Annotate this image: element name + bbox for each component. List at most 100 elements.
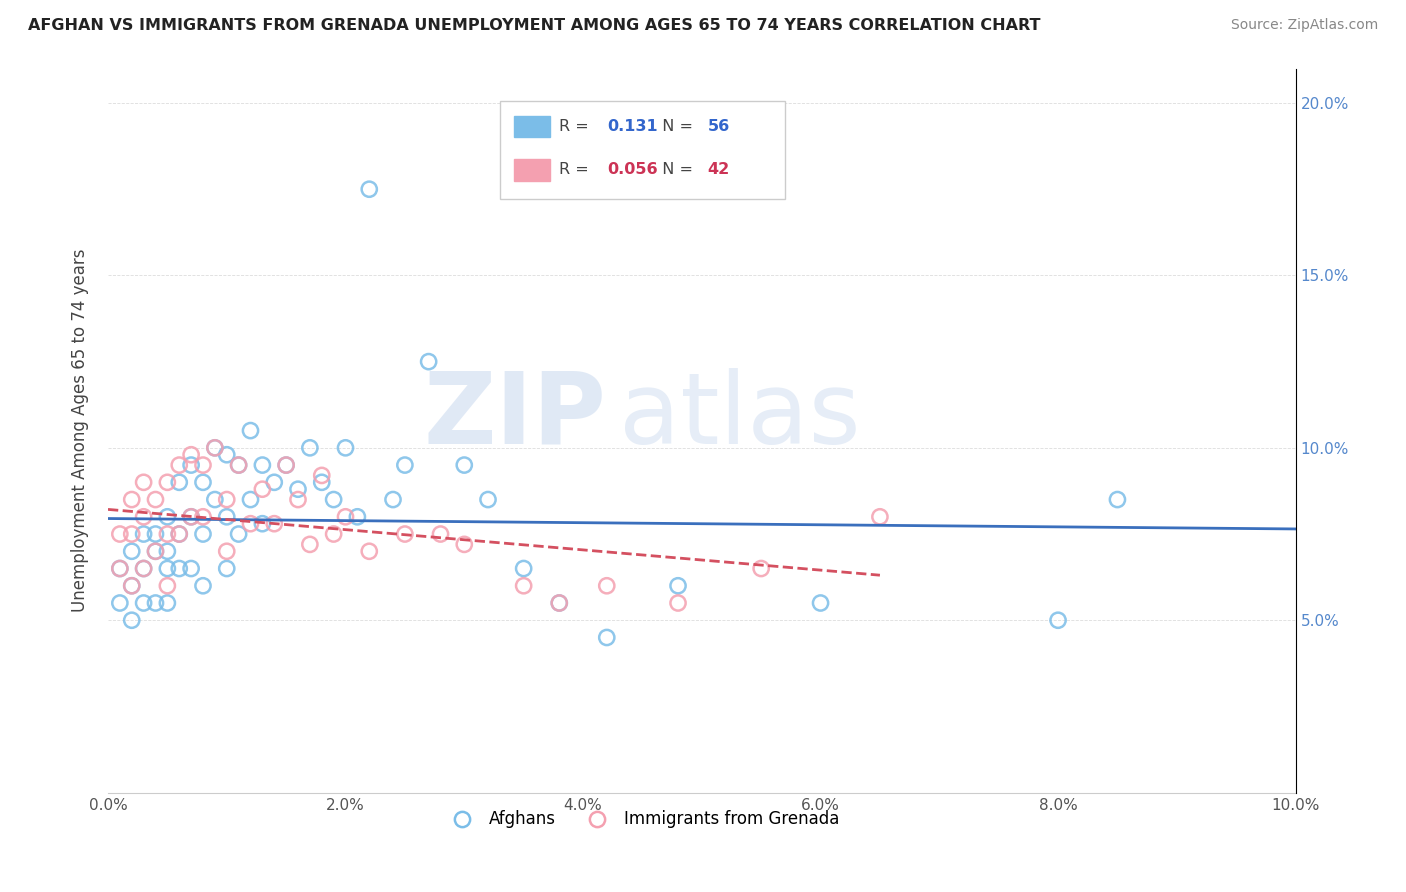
Point <box>596 579 619 593</box>
Text: 0.056: 0.056 <box>607 162 658 178</box>
Point <box>215 492 238 507</box>
Point <box>204 441 226 455</box>
Point <box>156 596 179 610</box>
Point <box>204 492 226 507</box>
Point <box>108 596 131 610</box>
Point <box>204 441 226 455</box>
Point <box>108 561 131 575</box>
Point <box>132 561 155 575</box>
Legend: Afghans, Immigrants from Grenada: Afghans, Immigrants from Grenada <box>439 804 846 835</box>
Point <box>121 579 143 593</box>
Text: R =: R = <box>560 162 595 178</box>
Point <box>418 354 440 368</box>
Point <box>276 458 298 472</box>
Point <box>191 458 214 472</box>
Point <box>191 579 214 593</box>
Point <box>228 527 250 541</box>
Point <box>512 561 534 575</box>
Point <box>1107 492 1129 507</box>
Point <box>156 544 179 558</box>
Point <box>215 561 238 575</box>
Point <box>596 631 619 645</box>
Point <box>145 544 167 558</box>
Point <box>156 475 179 490</box>
Text: 0.131: 0.131 <box>607 119 658 134</box>
Point <box>869 509 891 524</box>
Text: N =: N = <box>652 119 697 134</box>
Point <box>121 527 143 541</box>
Point <box>1047 613 1070 627</box>
Point <box>167 527 190 541</box>
Point <box>228 458 250 472</box>
Point <box>156 527 179 541</box>
Point <box>215 509 238 524</box>
Point <box>215 448 238 462</box>
Text: 42: 42 <box>707 162 730 178</box>
Point <box>666 579 689 593</box>
Point <box>359 544 381 558</box>
Point <box>156 579 179 593</box>
Point <box>311 468 333 483</box>
Point <box>252 458 274 472</box>
Point <box>335 441 357 455</box>
Point <box>382 492 405 507</box>
Point <box>548 596 571 610</box>
Point <box>108 561 131 575</box>
Point <box>749 561 772 575</box>
Point <box>121 492 143 507</box>
Point <box>287 492 309 507</box>
Point <box>145 544 167 558</box>
Point <box>252 516 274 531</box>
Point <box>228 458 250 472</box>
Point <box>346 509 368 524</box>
Text: atlas: atlas <box>619 368 860 465</box>
Point <box>121 544 143 558</box>
Point <box>121 579 143 593</box>
Point <box>512 579 534 593</box>
Text: ZIP: ZIP <box>423 368 607 465</box>
Bar <box>515 116 550 137</box>
Point <box>394 527 416 541</box>
Text: AFGHAN VS IMMIGRANTS FROM GRENADA UNEMPLOYMENT AMONG AGES 65 TO 74 YEARS CORRELA: AFGHAN VS IMMIGRANTS FROM GRENADA UNEMPL… <box>28 18 1040 33</box>
Point <box>132 596 155 610</box>
Point <box>132 475 155 490</box>
Point <box>263 516 285 531</box>
Point <box>145 596 167 610</box>
Point <box>298 441 321 455</box>
Point <box>666 596 689 610</box>
Point <box>298 537 321 551</box>
Text: Source: ZipAtlas.com: Source: ZipAtlas.com <box>1230 18 1378 32</box>
Point <box>252 482 274 496</box>
Point <box>429 527 451 541</box>
Text: 56: 56 <box>707 119 730 134</box>
Bar <box>515 159 550 181</box>
Point <box>239 516 262 531</box>
Point <box>145 527 167 541</box>
Point <box>191 475 214 490</box>
Point <box>477 492 499 507</box>
Point <box>263 475 285 490</box>
Point <box>311 475 333 490</box>
Point <box>167 475 190 490</box>
Point <box>287 482 309 496</box>
Point <box>548 596 571 610</box>
Point <box>453 537 475 551</box>
FancyBboxPatch shape <box>501 101 785 199</box>
Point <box>167 561 190 575</box>
Point <box>121 613 143 627</box>
Point <box>322 492 344 507</box>
Point <box>394 458 416 472</box>
Point <box>145 492 167 507</box>
Point <box>180 561 202 575</box>
Point <box>453 458 475 472</box>
Point <box>276 458 298 472</box>
Point <box>191 509 214 524</box>
Point <box>132 561 155 575</box>
Point <box>215 544 238 558</box>
Point <box>239 492 262 507</box>
Point <box>180 509 202 524</box>
Point <box>167 527 190 541</box>
Point <box>156 561 179 575</box>
Point <box>335 509 357 524</box>
Y-axis label: Unemployment Among Ages 65 to 74 years: Unemployment Among Ages 65 to 74 years <box>72 249 89 612</box>
